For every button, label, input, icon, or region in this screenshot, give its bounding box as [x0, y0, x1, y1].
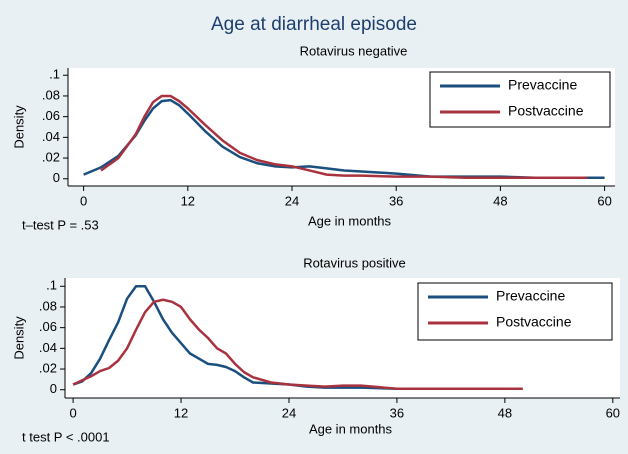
x-tick-label: 48 — [498, 405, 512, 420]
x-tick-label: 12 — [181, 193, 195, 208]
legend-label: Prevaccine — [508, 77, 577, 93]
y-tick-label: 0 — [53, 170, 60, 185]
x-tick-label: 36 — [390, 405, 404, 420]
x-tick-label: 24 — [282, 405, 296, 420]
y-axis-label: Density — [11, 316, 26, 360]
x-tick-label: 60 — [597, 193, 611, 208]
x-tick-label: 60 — [606, 405, 620, 420]
subtitle: Rotavirus negative — [300, 43, 408, 58]
density-line — [72, 298, 523, 390]
legend-box — [429, 71, 611, 128]
y-tick-label: .06 — [39, 319, 57, 334]
y-tick-label: .1 — [49, 67, 60, 82]
y-tick-label: .04 — [42, 129, 60, 144]
y-tick-label: .08 — [39, 298, 57, 313]
y-tick-label: .02 — [42, 149, 60, 164]
x-tick-label: 48 — [493, 193, 507, 208]
annotation: t test P < .0001 — [22, 429, 110, 444]
legend-label: Prevaccine — [496, 288, 565, 304]
y-tick-label: .02 — [39, 360, 57, 375]
subtitle: Rotavirus positive — [303, 255, 406, 270]
y-tick-label: 0 — [50, 381, 57, 396]
y-tick-label: .06 — [42, 108, 60, 123]
y-tick-label: .1 — [46, 278, 57, 293]
x-tick-label: 0 — [80, 193, 87, 208]
density-line — [100, 94, 588, 179]
x-tick-label: 36 — [389, 193, 403, 208]
x-axis-label: Age in months — [308, 213, 392, 228]
y-tick-label: .08 — [42, 87, 60, 102]
figure-title: Age at diarrheal episode — [211, 14, 417, 35]
legend-label: Postvaccine — [496, 314, 572, 330]
legend-box — [417, 282, 613, 341]
x-tick-label: 24 — [285, 193, 299, 208]
y-axis-label: Density — [11, 105, 26, 149]
y-tick-label: .04 — [39, 340, 57, 355]
legend-label: Postvaccine — [508, 103, 584, 119]
x-axis-label: Age in months — [309, 421, 393, 436]
x-tick-label: 0 — [69, 405, 76, 420]
x-tick-label: 12 — [174, 405, 188, 420]
annotation: t–test P = .53 — [22, 217, 99, 232]
